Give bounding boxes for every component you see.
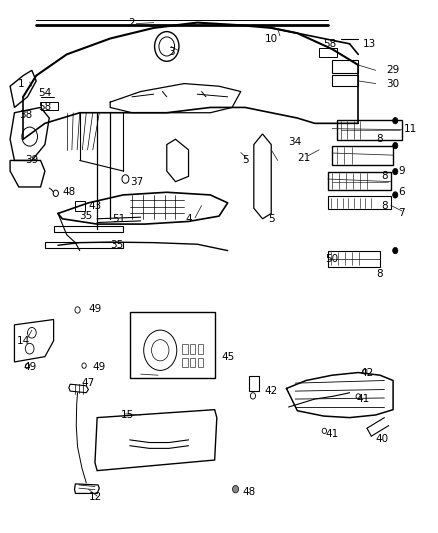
Bar xyxy=(190,344,195,354)
Bar xyxy=(45,241,123,248)
Text: 7: 7 xyxy=(399,208,405,219)
Bar xyxy=(319,47,336,57)
Text: 47: 47 xyxy=(82,378,95,388)
Text: 48: 48 xyxy=(62,187,75,197)
Text: 41: 41 xyxy=(325,429,339,439)
Text: 5: 5 xyxy=(268,214,275,224)
Circle shape xyxy=(392,142,398,149)
Text: 14: 14 xyxy=(17,336,30,346)
Bar xyxy=(336,120,402,140)
Text: 34: 34 xyxy=(289,137,302,147)
Text: 3: 3 xyxy=(168,47,174,56)
Bar xyxy=(332,60,358,73)
Text: 15: 15 xyxy=(121,410,134,420)
Bar xyxy=(130,312,215,378)
Text: 39: 39 xyxy=(25,156,39,165)
Text: 2: 2 xyxy=(129,18,135,28)
Text: 51: 51 xyxy=(112,214,126,224)
Text: 9: 9 xyxy=(399,166,405,176)
Text: 10: 10 xyxy=(265,34,278,44)
Text: 42: 42 xyxy=(360,368,374,377)
Bar xyxy=(198,358,203,367)
Text: 8: 8 xyxy=(381,172,388,181)
Bar xyxy=(182,358,187,367)
Text: 21: 21 xyxy=(297,153,311,163)
Bar xyxy=(250,376,259,391)
Text: 8: 8 xyxy=(377,134,383,144)
Text: 8: 8 xyxy=(381,200,388,211)
Text: 42: 42 xyxy=(265,386,278,396)
Circle shape xyxy=(233,486,239,493)
Text: 6: 6 xyxy=(399,187,405,197)
Text: 58: 58 xyxy=(323,39,337,49)
Text: 12: 12 xyxy=(88,492,102,502)
Bar xyxy=(53,225,123,232)
Text: 11: 11 xyxy=(404,124,417,134)
Bar xyxy=(75,201,85,211)
Circle shape xyxy=(392,168,398,175)
Text: 35: 35 xyxy=(80,211,93,221)
Text: 54: 54 xyxy=(38,87,52,98)
Bar xyxy=(332,146,393,165)
Text: 49: 49 xyxy=(23,362,36,372)
Circle shape xyxy=(392,247,398,254)
Text: 30: 30 xyxy=(386,78,399,88)
Text: 58: 58 xyxy=(38,102,52,112)
Bar xyxy=(328,172,391,190)
Circle shape xyxy=(392,117,398,124)
Text: 45: 45 xyxy=(221,352,234,361)
Text: 50: 50 xyxy=(325,254,339,263)
Bar xyxy=(41,102,58,110)
Text: 5: 5 xyxy=(242,156,248,165)
Circle shape xyxy=(392,192,398,198)
Text: 1: 1 xyxy=(18,78,24,88)
Text: 43: 43 xyxy=(88,200,102,211)
Bar xyxy=(198,344,203,354)
Bar xyxy=(182,344,187,354)
Text: 35: 35 xyxy=(110,240,124,251)
Text: 40: 40 xyxy=(376,434,389,444)
Text: 38: 38 xyxy=(19,110,32,120)
Text: 49: 49 xyxy=(88,304,102,314)
Bar xyxy=(328,251,380,266)
Text: 4: 4 xyxy=(185,214,192,224)
Text: 8: 8 xyxy=(377,270,383,279)
Bar xyxy=(328,196,391,209)
Text: 13: 13 xyxy=(363,39,376,49)
Text: 48: 48 xyxy=(243,487,256,497)
Bar xyxy=(190,358,195,367)
Text: 41: 41 xyxy=(356,394,369,404)
Text: 29: 29 xyxy=(386,66,400,75)
Bar xyxy=(332,75,358,86)
Text: 37: 37 xyxy=(130,176,143,187)
Text: 49: 49 xyxy=(93,362,106,372)
